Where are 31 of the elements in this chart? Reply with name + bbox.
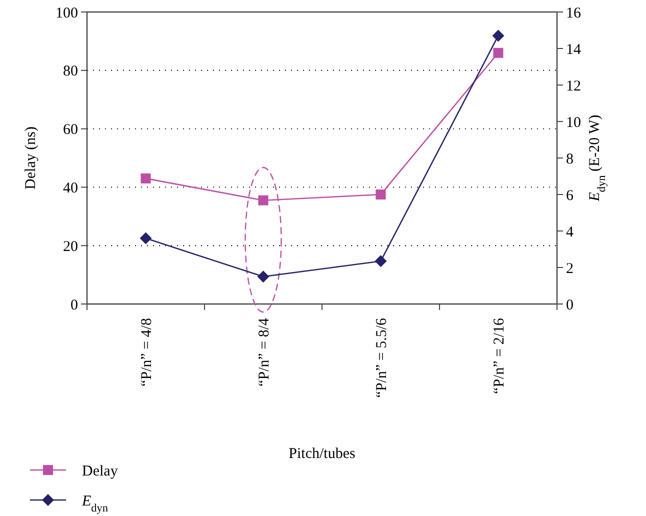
y-tick-label: 20 xyxy=(63,238,78,255)
y-tick-label: 60 xyxy=(63,122,78,138)
legend-label: Delay xyxy=(82,463,118,480)
point xyxy=(257,270,270,283)
point xyxy=(492,30,504,42)
y-axis-title: Delay (ns) xyxy=(23,126,39,190)
x-tick-label: “P/n” = 4/8 xyxy=(138,318,155,386)
point xyxy=(258,195,268,206)
y2-tick-label: 6 xyxy=(566,188,574,204)
x-tick-label: “P/n” = 8/4 xyxy=(256,318,272,386)
point xyxy=(140,173,151,184)
y-tick-label: 40 xyxy=(63,180,78,196)
y2-tick-label: 8 xyxy=(566,151,574,168)
x-tick-label: “P/n” = 2/16 xyxy=(491,318,508,394)
legend-label: E$_{dyn}$ xyxy=(81,493,108,514)
y2-tick-label: 12 xyxy=(566,78,581,94)
y2-tick-label: 10 xyxy=(566,114,581,131)
x-axis-title: Pitch/tubes xyxy=(288,446,356,462)
y2-tick-label: 16 xyxy=(566,5,582,22)
y2-tick-label: 0 xyxy=(566,297,574,314)
y2-tick-label: 4 xyxy=(566,224,574,240)
point xyxy=(493,48,504,58)
point xyxy=(374,255,387,268)
y2-tick-label: 2 xyxy=(566,260,574,277)
x-tick-label: “P/n” = 5.5/6 xyxy=(374,318,390,398)
y2-tick-label: 14 xyxy=(566,42,582,58)
point xyxy=(376,190,386,200)
y-tick-label: 0 xyxy=(70,297,78,314)
y-tick-label: 100 xyxy=(56,5,78,22)
point xyxy=(140,232,152,244)
y-tick-label: 80 xyxy=(63,64,78,80)
